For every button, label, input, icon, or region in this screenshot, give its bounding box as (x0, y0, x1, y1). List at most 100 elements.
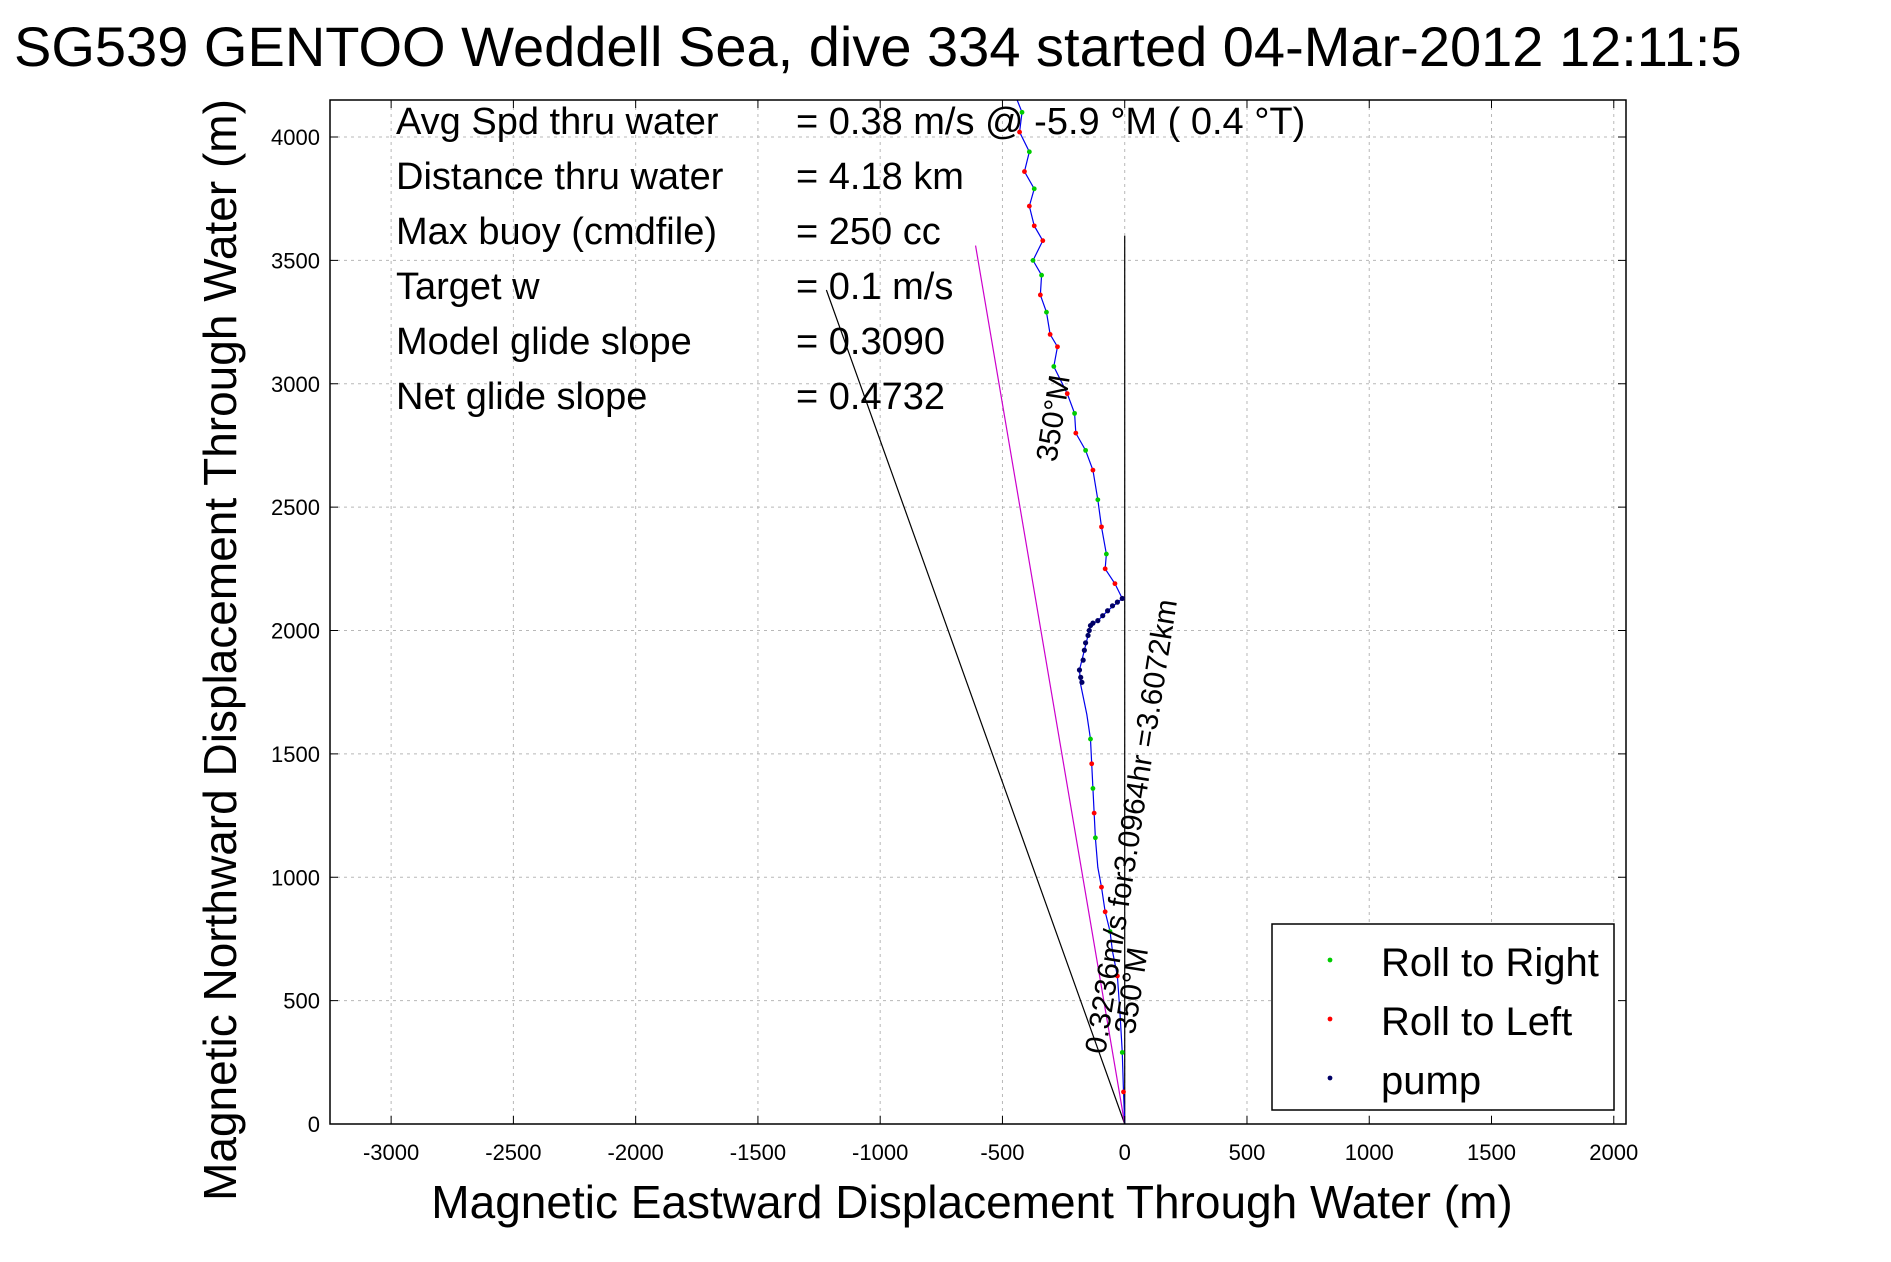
info-label: Avg Spd thru water (396, 101, 719, 143)
point-pump (1114, 599, 1120, 605)
legend-marker (1327, 957, 1333, 963)
point-roll-to-right (1044, 309, 1049, 315)
point-roll-to-left (1114, 973, 1120, 979)
x-tick-label: -500 (980, 1140, 1024, 1165)
point-roll-to-right (1039, 272, 1044, 278)
point-roll-to-left (1064, 391, 1070, 397)
point-pump (1105, 608, 1111, 614)
legend-marker (1327, 1016, 1333, 1022)
point-roll-to-right (1092, 835, 1098, 841)
point-roll-to-left (1121, 1089, 1126, 1095)
point-roll-to-left (1026, 203, 1032, 209)
point-roll-to-left (1112, 581, 1118, 587)
x-tick-label: 2000 (1589, 1140, 1638, 1165)
point-pump (1079, 679, 1085, 685)
x-tick-label: 500 (1229, 1140, 1266, 1165)
point-roll-to-left (1073, 430, 1079, 436)
info-value: = 0.38 m/s @ -5.9 °M ( 0.4 °T) (796, 101, 1305, 143)
x-tick-label: -1500 (730, 1140, 786, 1165)
point-roll-to-left (1055, 344, 1060, 350)
point-roll-to-left (1099, 884, 1104, 890)
point-pump (1090, 620, 1096, 626)
point-pump (1078, 674, 1084, 680)
y-tick-label: 1500 (271, 742, 320, 767)
info-label: Distance thru water (396, 156, 724, 198)
track-line (1016, 99, 1126, 1125)
chart-title: SG539 GENTOO Weddell Sea, dive 334 start… (14, 15, 1742, 78)
point-roll-to-right (1088, 736, 1093, 742)
point-pump (1081, 647, 1087, 653)
plot-frame (329, 99, 1627, 1125)
point-pump (1080, 657, 1086, 663)
y-tick-label: 4000 (271, 125, 320, 150)
x-tick-label: -3000 (363, 1140, 419, 1165)
y-tick-label: 0 (308, 1112, 320, 1137)
point-pump (1082, 640, 1089, 646)
point-roll-to-left (1017, 129, 1022, 135)
x-tick-label: 0 (1119, 1140, 1131, 1165)
point-roll-to-left (1040, 238, 1046, 244)
axis-ticks: -3000 -2500 -2000 -1500 -1000 -500 0 500 1000 150… (271, 100, 1638, 1165)
point-pump (1085, 632, 1091, 639)
y-tick-label: 2000 (271, 619, 320, 644)
point-pump (1076, 667, 1083, 673)
point-pump (1119, 595, 1125, 602)
point-roll-to-left (1047, 332, 1053, 337)
point-roll-to-left (1037, 292, 1043, 298)
point-roll-to-right (1051, 364, 1057, 369)
point-roll-to-right (1090, 786, 1096, 791)
point-roll-to-right (1031, 186, 1037, 192)
x-tick-label: -2000 (608, 1140, 664, 1165)
x-tick-label: -2500 (485, 1140, 541, 1165)
point-roll-to-left (1022, 169, 1027, 174)
y-tick-label: 2500 (271, 495, 320, 520)
point-roll-to-left (1102, 566, 1108, 572)
y-tick-label: 3000 (271, 372, 320, 397)
y-tick-label: 500 (283, 989, 320, 1014)
point-roll-to-right (1019, 109, 1025, 115)
point-pump (1109, 603, 1116, 609)
legend: Roll to Right Roll to Left pump (1271, 923, 1615, 1111)
point-roll-to-left (1102, 909, 1108, 915)
y-axis-label: Magnetic Northward Displacement Through … (194, 99, 246, 1201)
point-roll-to-left (1091, 810, 1097, 816)
reference-line (974, 245, 1126, 1125)
x-tick-label: 1500 (1467, 1140, 1516, 1165)
x-tick-label: 1000 (1345, 1140, 1394, 1165)
point-pump (1100, 613, 1106, 619)
data-series (1016, 99, 1126, 1125)
point-roll-to-right (1095, 497, 1101, 503)
legend-entry: Roll to Left (1381, 1000, 1572, 1044)
heading-annotation-upper: 350°M (1031, 373, 1077, 464)
point-roll-to-right (1103, 551, 1109, 557)
point-roll-to-right (1107, 929, 1113, 934)
info-label: Target w (396, 266, 540, 308)
y-tick-label: 3500 (271, 248, 320, 273)
point-roll-to-right (1030, 257, 1036, 263)
info-label: Max buoy (cmdfile) (396, 211, 717, 253)
info-value: = 0.3090 (796, 321, 945, 363)
info-value: = 0.4732 (796, 376, 945, 418)
legend-marker (1327, 1075, 1333, 1081)
info-value: = 0.1 m/s (796, 266, 953, 308)
reference-line (825, 289, 1126, 1125)
info-value: = 250 cc (796, 211, 941, 253)
legend-entry: pump (1381, 1059, 1481, 1103)
point-roll-to-right (1083, 447, 1088, 453)
point-pump (1095, 618, 1101, 624)
point-roll-to-left (1031, 223, 1037, 229)
point-pump (1086, 627, 1092, 634)
x-axis-label: Magnetic Eastward Displacement Through W… (431, 1176, 1512, 1228)
point-roll-to-left (1090, 467, 1096, 473)
x-tick-label: -1000 (852, 1140, 908, 1165)
legend-entry: Roll to Right (1381, 941, 1599, 985)
point-roll-to-left (1089, 761, 1095, 767)
y-tick-label: 1000 (271, 865, 320, 890)
info-label: Net glide slope (396, 376, 647, 418)
point-roll-to-right (1072, 410, 1077, 416)
info-panel: Avg Spd thru water = 0.38 m/s @ -5.9 °M (… (396, 101, 1305, 418)
reference-lines (825, 235, 1126, 1125)
point-roll-to-left (1099, 524, 1104, 530)
